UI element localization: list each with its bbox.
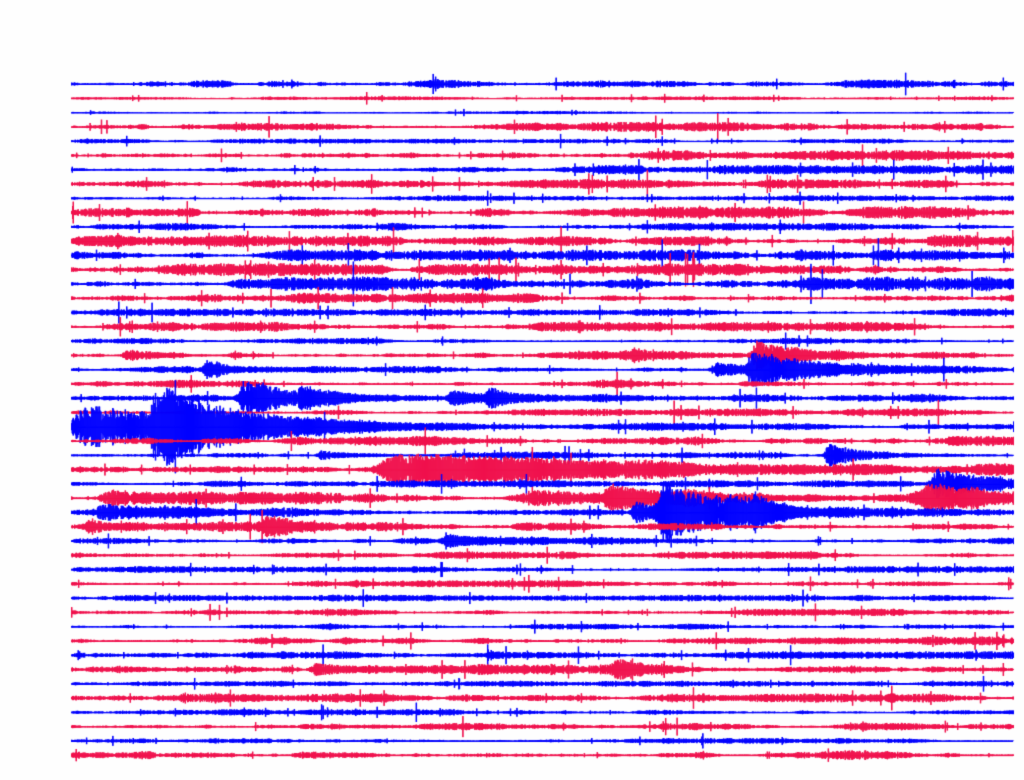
helicorder-plot: 1Y Xanthi 2025-01-24 Applied filter: WWS…: [0, 0, 1024, 780]
seismogram-traces: [0, 0, 1024, 780]
